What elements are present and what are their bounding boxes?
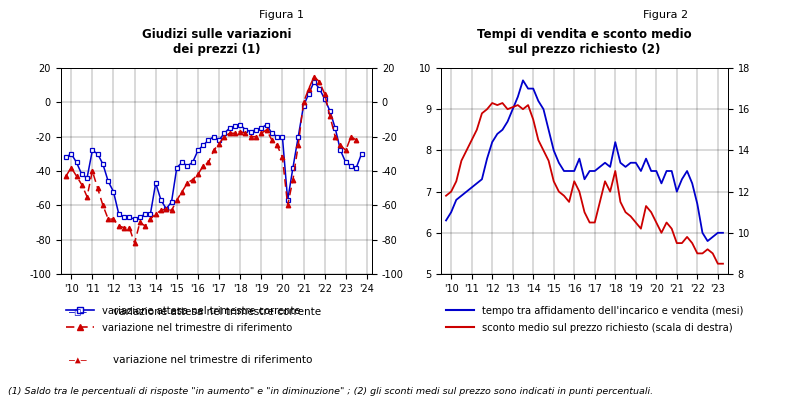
Text: (1) Saldo tra le percentuali di risposte "in aumento" e "in diminuzione" ; (2) g: (1) Saldo tra le percentuali di risposte… bbox=[8, 387, 653, 396]
Text: —▲—: —▲— bbox=[69, 355, 87, 365]
Text: —□—: —□— bbox=[69, 307, 87, 317]
Legend: variazione attesa nel trimestre corrente, variazione nel trimestre di riferiment: variazione attesa nel trimestre corrente… bbox=[66, 306, 300, 333]
Legend: tempo tra affidamento dell'incarico e vendita (mesi), sconto medio sul prezzo ri: tempo tra affidamento dell'incarico e ve… bbox=[446, 306, 743, 333]
Text: variazione attesa nel trimestre corrente: variazione attesa nel trimestre corrente bbox=[113, 307, 321, 317]
Text: Giudizi sulle variazioni
dei prezzi (1): Giudizi sulle variazioni dei prezzi (1) bbox=[142, 28, 291, 56]
Text: Figura 2: Figura 2 bbox=[643, 10, 688, 20]
Text: Tempi di vendita e sconto medio
sul prezzo richiesto (2): Tempi di vendita e sconto medio sul prez… bbox=[477, 28, 692, 56]
Text: Figura 1: Figura 1 bbox=[259, 10, 303, 20]
Text: variazione nel trimestre di riferimento: variazione nel trimestre di riferimento bbox=[113, 355, 312, 365]
